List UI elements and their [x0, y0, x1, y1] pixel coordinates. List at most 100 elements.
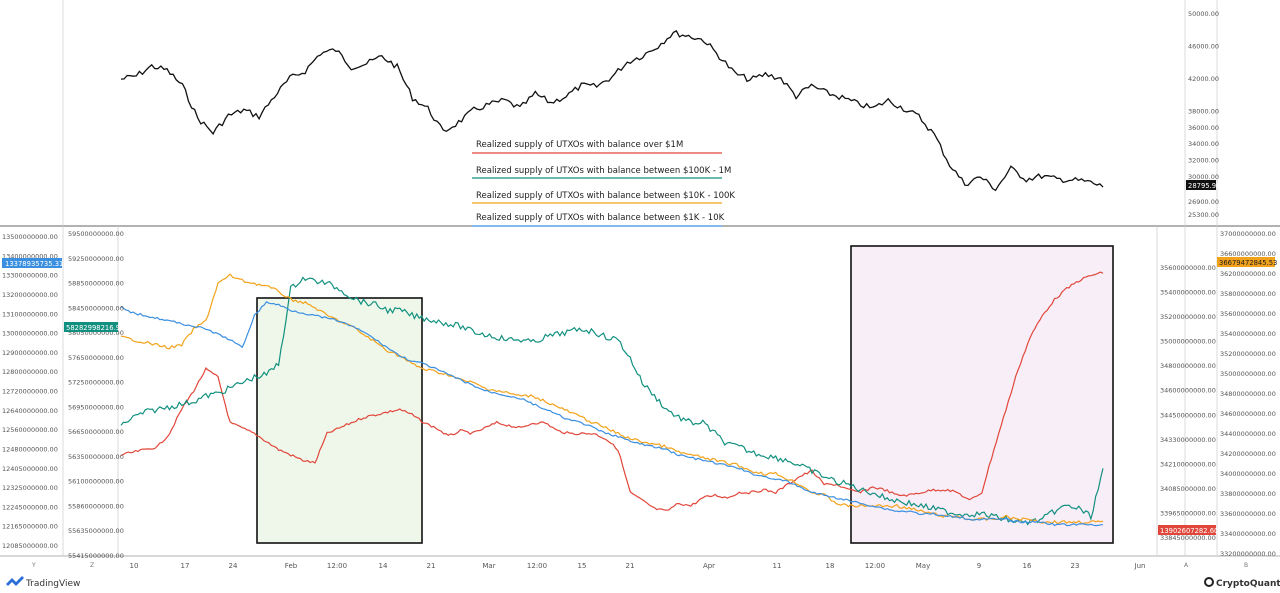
x-tick-label: 24 [229, 562, 238, 570]
axis-left-inner-tick-label: 56950000000.00 [68, 403, 124, 411]
x-tick-label: Jun [1134, 562, 1146, 570]
axis-right-outer-tick-label: 34600000000.00 [1220, 410, 1276, 418]
axis-left-outer-tick-label: 12640000000.00 [2, 407, 58, 415]
price-y-tick-label: 46000.00 [1188, 43, 1219, 51]
legend-label-1k-10k: Realized supply of UTXOs with balance be… [476, 213, 725, 223]
axis-right-inner-tick-label: 35000000000.00 [1160, 338, 1216, 346]
axis-left-inner-tick-label: 58450000000.00 [68, 304, 124, 312]
axis-right-inner-tick-label: 33845000000.00 [1160, 534, 1216, 542]
axis-right-outer-tick-label: 34000000000.00 [1220, 470, 1276, 478]
y-axis-left-inner: 59500000000.00 59250000000.00 58850000000.… [68, 230, 124, 560]
legend-label-100k-1m: Realized supply of UTXOs with balance be… [476, 166, 731, 176]
axis-right-inner-tick-label: 35400000000.00 [1160, 289, 1216, 297]
tag-orange-bg [1217, 257, 1275, 267]
axis-right-inner-tick-label: 34085000000.00 [1160, 485, 1216, 493]
axis-left-inner-tick-label: 57650000000.00 [68, 354, 124, 362]
axis-right-outer-tick-label: 34400000000.00 [1220, 430, 1276, 438]
axis-right-inner-tick-label: 34800000000.00 [1160, 362, 1216, 370]
axis-right-inner-tick-label: 34210000000.00 [1160, 460, 1216, 468]
tag-red-value: 13902607282.60 [1160, 527, 1218, 535]
highlight-box-purple [850, 245, 1114, 544]
x-axis: 10 17 24 Feb 12:00 14 21 Mar 12:00 15 21 Apr 11 18 12:… [130, 562, 1146, 570]
axis-left-inner-tick-label: 55415000000.00 [68, 552, 124, 560]
axis-right-inner-tick-label: 35200000000.00 [1160, 313, 1216, 321]
axis-left-inner-tick-label: 56100000000.00 [68, 478, 124, 486]
x-tick-label: 12:00 [527, 562, 547, 570]
tag-blue-value: 13378935735.31 [5, 260, 63, 268]
axis-left-outer-tick-label: 13200000000.00 [2, 291, 58, 299]
axis-right-outer-tick-label: 33600000000.00 [1220, 510, 1276, 518]
axis-left-outer-tick-label: 12800000000.00 [2, 368, 58, 376]
x-tick-label: 16 [1023, 562, 1032, 570]
x-tick-label: 9 [977, 562, 981, 570]
axis-left-outer-tick-label: 13000000000.00 [2, 330, 58, 338]
axis-left-outer-tick-label: 12900000000.00 [2, 349, 58, 357]
x-tick-label: Mar [482, 562, 495, 570]
x-tick-label: 18 [826, 562, 835, 570]
axis-right-outer-tick-label: 35600000000.00 [1220, 310, 1276, 318]
axis-right-inner-tick-label: 34450000000.00 [1160, 411, 1216, 419]
cryptoquant-logo-icon [1204, 577, 1214, 587]
x-tick-label: Feb [285, 562, 298, 570]
price-series-line [120, 30, 1104, 192]
tag-price-value: 28795.98 [1188, 182, 1220, 190]
axis-left-inner-tick-label: 58850000000.00 [68, 280, 124, 288]
axis-left-inner-tick-label: 56350000000.00 [68, 453, 124, 461]
x-tick-label: 23 [1071, 562, 1080, 570]
price-y-tick-label: 30000.00 [1188, 173, 1219, 181]
price-y-tick-label: 26900.00 [1188, 198, 1219, 206]
cryptoquant-label: CryptoQuant [1216, 579, 1280, 589]
tradingview-label: TradingView [25, 579, 80, 589]
y-axis-right-outer: 37000000000.00 36600000000.00 36200000000.… [1220, 230, 1276, 558]
x-tick-label: 11 [773, 562, 782, 570]
axis-right-outer-tick-label: 34200000000.00 [1220, 450, 1276, 458]
axis-left-outer-tick-label: 12560000000.00 [2, 426, 58, 434]
price-chart [120, 30, 1104, 192]
series-line-green [120, 276, 1104, 526]
legend-label-over-1m: Realized supply of UTXOs with balance ov… [476, 140, 683, 150]
x-tick-label: 15 [578, 562, 587, 570]
axis-right-outer-tick-label: 35400000000.00 [1220, 330, 1276, 338]
axis-left-outer-tick-label: 13500000000.00 [2, 233, 58, 241]
y-axis-left-outer: 13500000000.00 13400000000.00 13300000000.… [2, 233, 58, 550]
axis-right-outer-tick-label: 36200000000.00 [1220, 270, 1276, 278]
axis-right-inner-tick-label: 35600000000.00 [1160, 264, 1216, 272]
axis-right-outer-tick-label: 35000000000.00 [1220, 370, 1276, 378]
axis-right-outer-tick-label: 36600000000.00 [1220, 250, 1276, 258]
tradingview-logo-icon [6, 576, 24, 586]
corner-a: A [1184, 562, 1189, 569]
price-y-tick-label: 38000.00 [1188, 108, 1219, 116]
x-tick-label: 12:00 [865, 562, 885, 570]
axis-left-outer-tick-label: 12325000000.00 [2, 484, 58, 492]
price-y-tick-label: 25300.00 [1188, 211, 1219, 219]
axis-left-inner-tick-label: 55635000000.00 [68, 527, 124, 535]
corner-b: B [1244, 562, 1248, 569]
axis-right-inner-tick-label: 34600000000.00 [1160, 387, 1216, 395]
tag-red-bg [1158, 525, 1216, 535]
tag-price-bg [1186, 180, 1216, 190]
tag-blue-bg [2, 258, 62, 268]
axis-left-outer-tick-label: 12405000000.00 [2, 465, 58, 473]
price-y-tick-label: 34000.00 [1188, 140, 1219, 148]
axis-left-inner-tick-label: 58050000000.00 [68, 329, 124, 337]
axis-left-outer-tick-label: 12165000000.00 [2, 523, 58, 531]
y-axis-right-inner: 35600000000.00 35400000000.00 35200000000.… [1160, 264, 1216, 542]
axis-right-inner-tick-label: 34330000000.00 [1160, 436, 1216, 444]
axis-left-inner-tick-label: 56650000000.00 [68, 428, 124, 436]
axis-right-outer-tick-label: 34800000000.00 [1220, 390, 1276, 398]
axis-left-inner-tick-label: 59500000000.00 [68, 230, 124, 238]
axis-right-outer-tick-label: 35200000000.00 [1220, 350, 1276, 358]
x-tick-label: 21 [626, 562, 635, 570]
x-tick-label: 10 [130, 562, 139, 570]
axis-left-outer-tick-label: 13400000000.00 [2, 252, 58, 260]
axis-right-outer-tick-label: 33400000000.00 [1220, 530, 1276, 538]
axis-left-outer-tick-label: 12085000000.00 [2, 542, 58, 550]
x-tick-label: 17 [181, 562, 190, 570]
tag-green-bg [64, 322, 118, 332]
axis-right-inner-tick-label: 33965000000.00 [1160, 510, 1216, 518]
x-tick-label: 12:00 [327, 562, 347, 570]
axis-left-outer-tick-label: 12245000000.00 [2, 503, 58, 511]
axis-right-outer-tick-label: 33200000000.00 [1220, 550, 1276, 558]
corner-z: Z [90, 562, 94, 569]
price-y-tick-label: 50000.00 [1188, 10, 1219, 18]
